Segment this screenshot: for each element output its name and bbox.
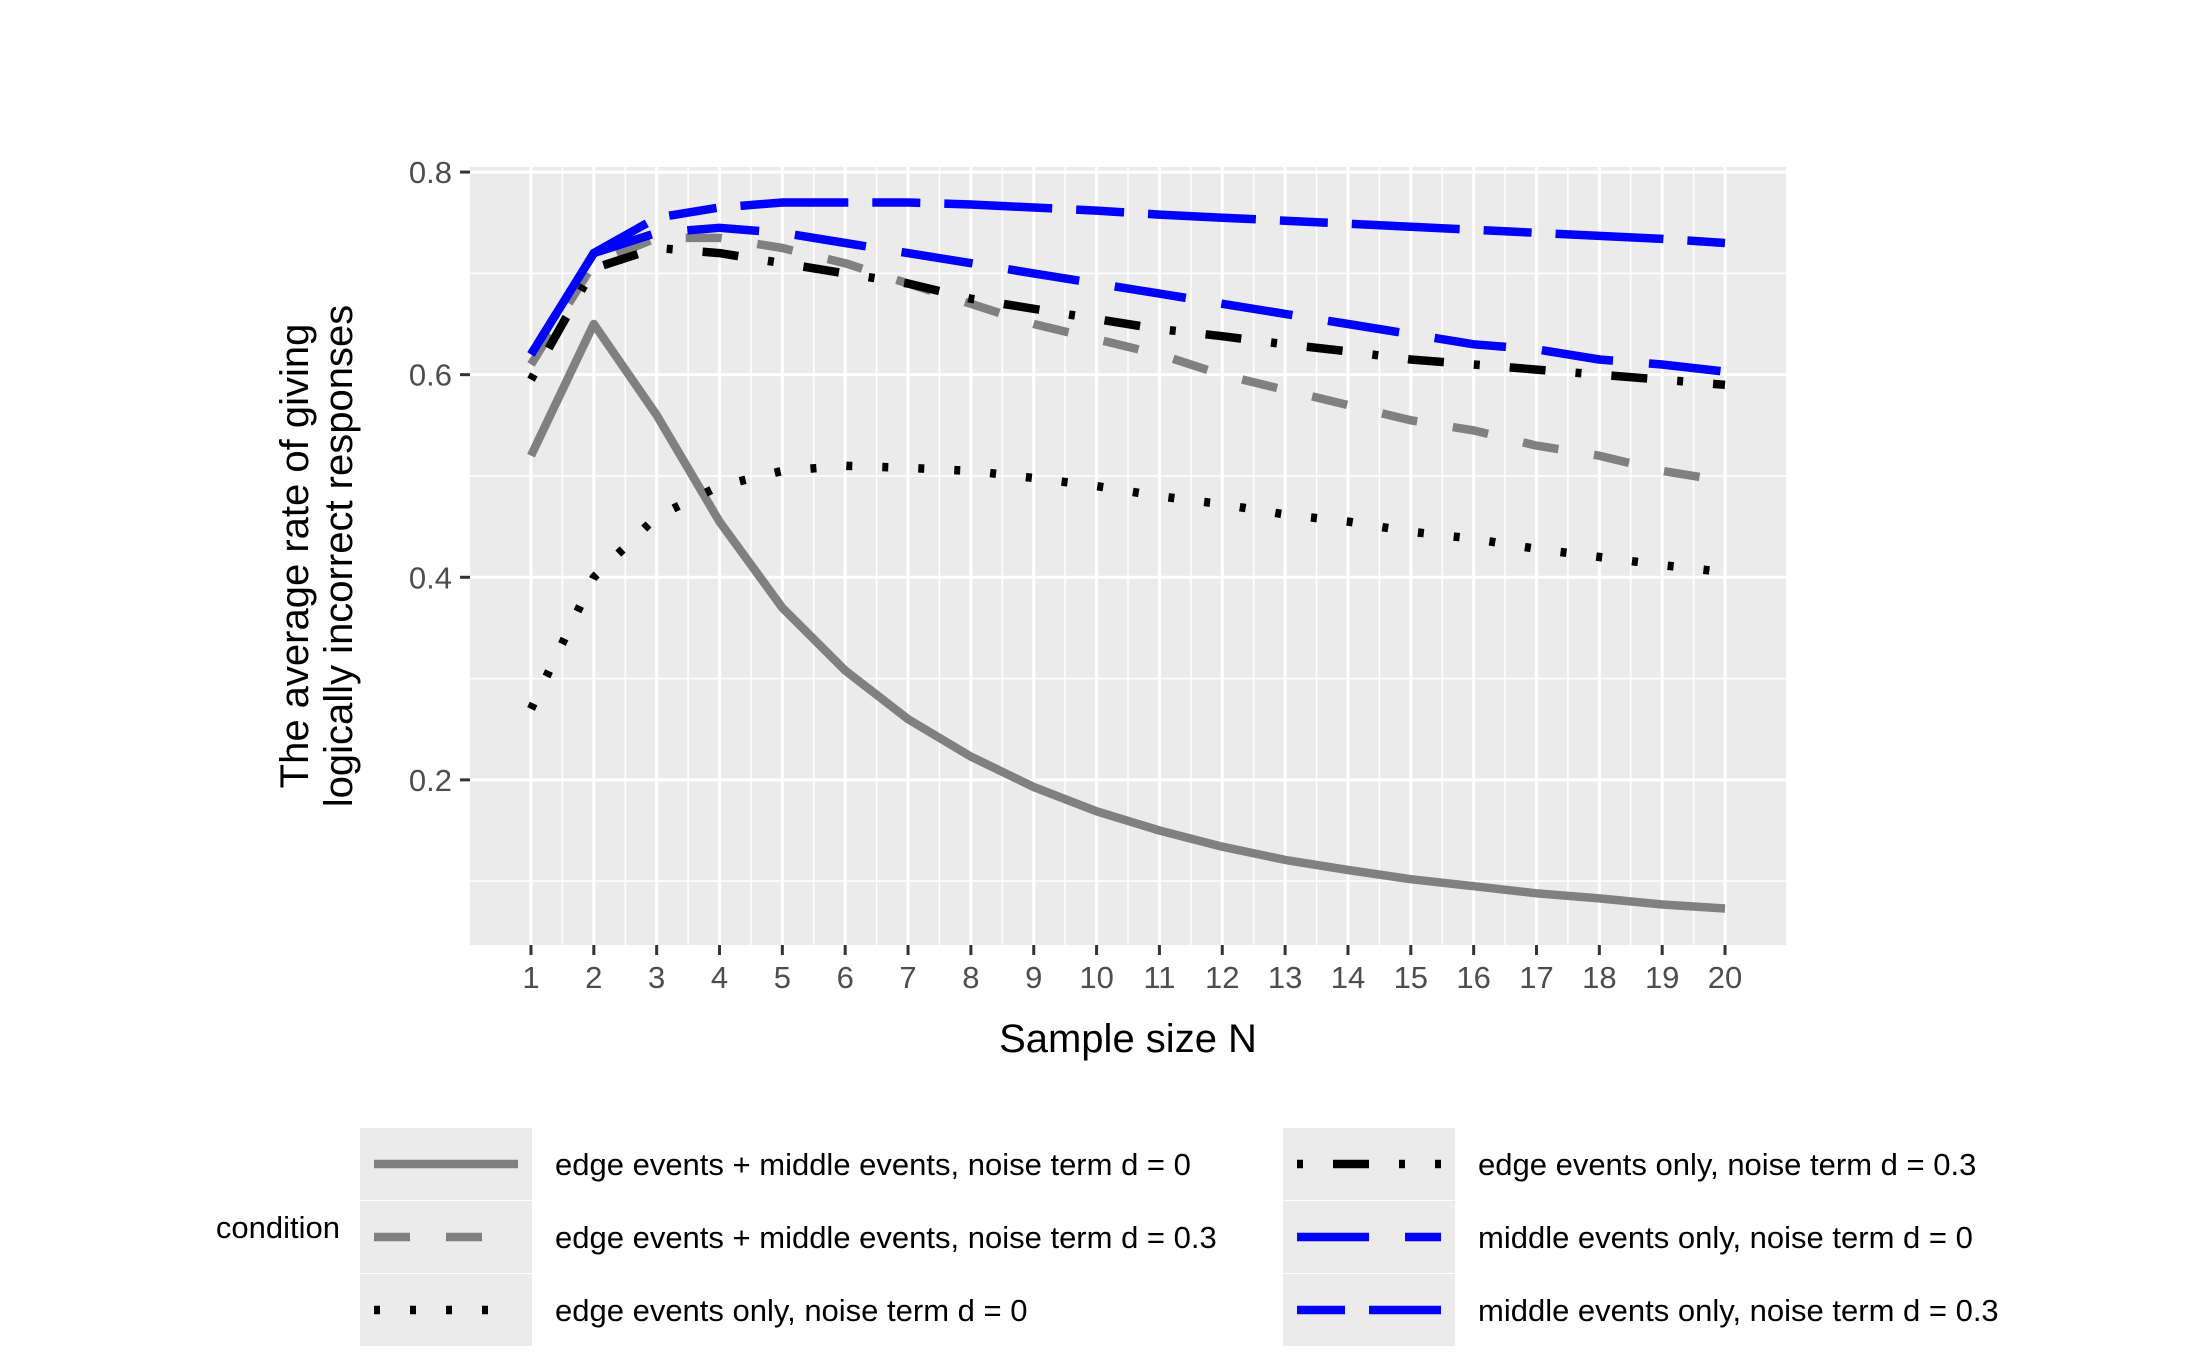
axes: 0.20.40.60.81 2 3 4 5 6 7 8 9 10 11 12 13 14 15 16 17 18 1… (409, 155, 1742, 995)
x-tick-label: 6 (837, 960, 854, 995)
series-line-6 (527, 198, 1726, 357)
x-tick-label: 10 (1079, 960, 1113, 995)
series-line-3 (527, 461, 1726, 711)
x-tick-label: 20 (1708, 960, 1742, 995)
x-tick-label: 19 (1645, 960, 1679, 995)
legend: condition edge events + middle events, no… (216, 1128, 1999, 1346)
x-tick-label: 11 (1143, 960, 1175, 995)
y-tick-label: 0.8 (409, 155, 452, 190)
legend-title: condition (216, 1210, 340, 1245)
x-tick-label: 5 (774, 960, 791, 995)
x-tick-label: 18 (1582, 960, 1616, 995)
y-axis-title-line-1: The average rate of giving (273, 324, 317, 789)
series-line-2 (527, 233, 1726, 486)
x-tick-label: 15 (1394, 960, 1428, 995)
series-line-5 (527, 223, 1726, 376)
y-axis-title-line-2: logically incorrect responses (317, 305, 361, 807)
x-tick-label: 4 (711, 960, 728, 995)
series-line-4 (527, 243, 1726, 390)
legend-label-1: edge events + middle events, noise term … (555, 1147, 1191, 1182)
x-tick-label: 3 (648, 960, 665, 995)
y-axis-title: The average rate of giving logically inco… (273, 305, 361, 807)
x-tick-label: 16 (1456, 960, 1490, 995)
legend-label-5: middle events only, noise term d = 0 (1478, 1220, 1973, 1255)
x-tick-label: 2 (585, 960, 602, 995)
y-tick-label: 0.4 (409, 560, 452, 595)
x-tick-label: 12 (1205, 960, 1239, 995)
legend-label-4: edge events only, noise term d = 0.3 (1478, 1147, 1976, 1182)
x-tick-label: 13 (1268, 960, 1302, 995)
legend-label-6: middle events only, noise term d = 0.3 (1478, 1293, 1999, 1328)
x-tick-label: 8 (962, 960, 979, 995)
grid-lines (470, 167, 1786, 945)
x-axis-title: Sample size N (999, 1017, 1257, 1061)
y-tick-label: 0.6 (409, 358, 452, 393)
y-tick-label: 0.2 (409, 763, 452, 798)
x-tick-label: 14 (1331, 960, 1365, 995)
x-tick-label: 9 (1025, 960, 1042, 995)
legend-label-2: edge events + middle events, noise term … (555, 1220, 1217, 1255)
series-lines (527, 198, 1726, 913)
series-line-1 (527, 319, 1726, 913)
x-tick-label: 17 (1519, 960, 1553, 995)
legend-label-3: edge events only, noise term d = 0 (555, 1293, 1027, 1328)
x-tick-label: 1 (522, 960, 539, 995)
x-tick-label: 7 (899, 960, 916, 995)
